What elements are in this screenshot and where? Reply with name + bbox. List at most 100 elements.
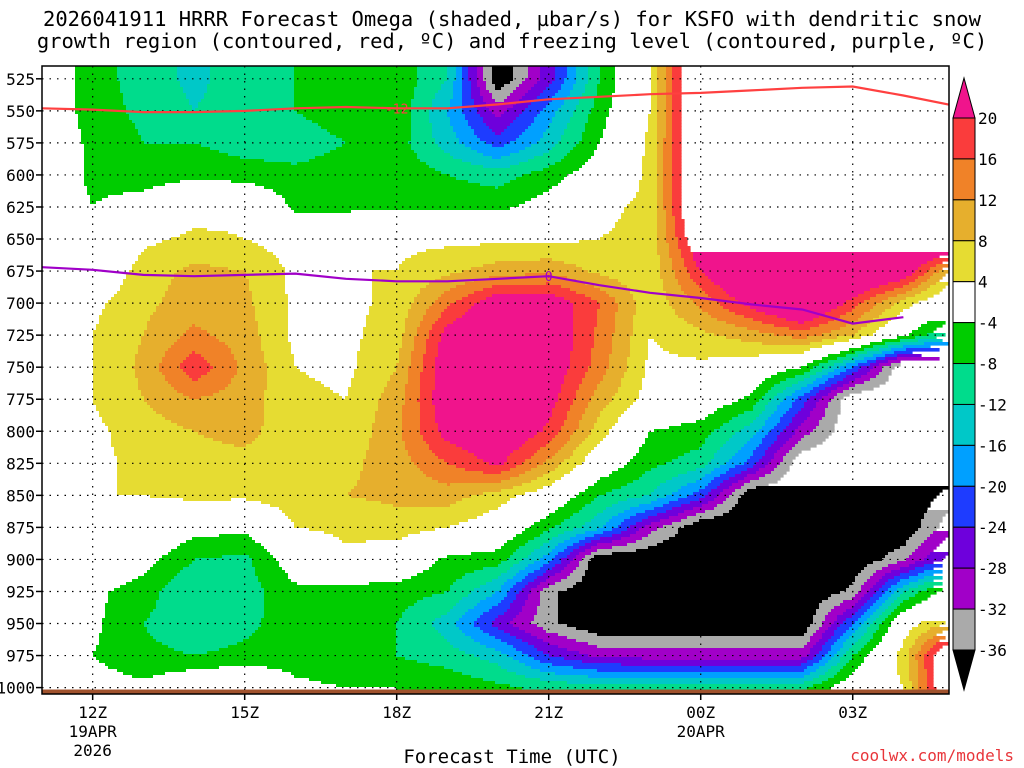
omega-fill-cell (672, 201, 682, 205)
omega-fill-cell (738, 498, 934, 502)
omega-fill-cell (135, 363, 160, 367)
omega-fill-cell (42, 249, 145, 253)
omega-fill-cell (555, 672, 811, 676)
omega-fill-cell (618, 525, 631, 529)
omega-fill-cell (528, 72, 541, 76)
omega-fill-cell (528, 582, 541, 586)
omega-fill-cell (231, 381, 268, 385)
omega-fill-cell (927, 672, 934, 676)
omega-fill-cell (849, 339, 883, 343)
omega-fill-cell (594, 426, 613, 430)
omega-fill-cell (537, 96, 553, 100)
omega-fill-cell (477, 84, 487, 88)
omega-fill-cell (474, 453, 511, 457)
omega-fill-cell (843, 642, 856, 646)
omega-fill-cell (846, 312, 865, 316)
omega-fill-cell (183, 651, 208, 655)
omega-fill-cell (42, 162, 85, 166)
omega-fill-cell (522, 651, 544, 655)
omega-fill-cell (849, 648, 862, 652)
omega-fill-cell (612, 516, 631, 520)
omega-fill-cell (255, 540, 343, 544)
omega-fill-cell (453, 606, 475, 610)
omega-fill-cell (498, 627, 520, 631)
omega-fill-cell (402, 339, 415, 343)
omega-fill-cell (681, 504, 703, 508)
omega-fill-cell (402, 438, 424, 442)
omega-fill-cell (483, 153, 511, 157)
omega-fill-cell (672, 111, 682, 115)
omega-fill-cell (891, 318, 931, 322)
omega-fill-cell (909, 570, 925, 574)
omega-fill-cell (792, 447, 811, 451)
omega-fill-cell (543, 543, 559, 547)
omega-fill-cell (42, 414, 100, 418)
omega-fill-cell (42, 243, 157, 247)
omega-fill-cell (609, 108, 652, 112)
omega-fill-cell (42, 198, 91, 202)
omega-fill-cell (510, 93, 526, 97)
omega-fill-cell (207, 651, 397, 655)
omega-fill-cell (558, 507, 583, 511)
omega-fill-cell (576, 582, 853, 586)
omega-fill-cell (834, 396, 844, 400)
omega-fill-cell (522, 579, 535, 583)
omega-fill-cell (672, 84, 682, 88)
omega-fill-cell (822, 648, 832, 652)
omega-fill-cell (294, 360, 358, 364)
omega-fill-cell (417, 333, 430, 337)
omega-fill-cell (747, 474, 766, 478)
omega-fill-cell (594, 330, 616, 334)
omega-fill-cell (180, 366, 214, 370)
omega-fill-cell (870, 597, 880, 601)
omega-fill-cell (510, 153, 544, 157)
omega-fill-cell (825, 387, 838, 391)
colorbar-label: -8 (978, 355, 997, 374)
omega-fill-cell (510, 567, 526, 571)
omega-fill-cell (408, 309, 427, 313)
omega-fill-cell (726, 498, 739, 502)
omega-fill-cell (885, 573, 901, 577)
omega-fill-cell (42, 231, 187, 235)
omega-fill-cell (522, 609, 538, 613)
omega-fill-cell (648, 114, 658, 118)
omega-fill-cell (600, 414, 622, 418)
omega-fill-cell (501, 546, 520, 550)
omega-fill-cell (555, 294, 586, 298)
omega-fill-cell (894, 618, 928, 622)
omega-fill-cell (657, 201, 664, 205)
omega-fill-cell (591, 156, 643, 160)
omega-fill-cell (474, 639, 502, 643)
omega-fill-cell (921, 621, 946, 625)
y-tick-label: 575 (6, 134, 35, 153)
omega-fill-cell (210, 147, 337, 151)
omega-fill-cell (288, 324, 367, 328)
omega-fill-cell (570, 405, 589, 409)
omega-fill-cell (438, 90, 454, 94)
omega-fill-cell (372, 423, 403, 427)
omega-fill-cell (351, 384, 388, 388)
omega-fill-cell (237, 363, 268, 367)
omega-fill-cell (42, 234, 181, 238)
omega-fill-cell (264, 408, 379, 412)
omega-fill-cell (810, 411, 826, 415)
omega-fill-cell (513, 486, 544, 490)
omega-fill-cell (675, 309, 703, 313)
omega-fill-cell (474, 129, 493, 133)
omega-fill-cell (609, 519, 625, 523)
omega-fill-cell (93, 363, 136, 367)
omega-fill-cell (354, 372, 394, 376)
omega-fill-cell (42, 318, 100, 322)
omega-fill-cell (672, 162, 682, 166)
omega-fill-cell (462, 159, 529, 163)
omega-fill-cell (504, 612, 520, 616)
omega-fill-cell (675, 276, 691, 280)
omega-fill-cell (918, 663, 925, 667)
omega-fill-cell (435, 369, 568, 373)
omega-fill-cell (633, 327, 700, 331)
omega-fill-cell (207, 372, 238, 376)
omega-fill-cell (417, 81, 445, 85)
omega-fill-cell (312, 120, 412, 124)
omega-fill-cell (447, 111, 463, 115)
omega-fill-cell (531, 552, 550, 556)
